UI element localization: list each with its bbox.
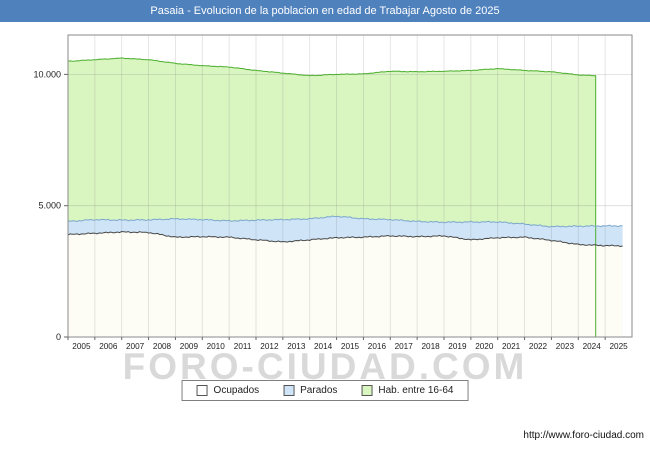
- legend-label-ocupados: Ocupados: [213, 385, 260, 396]
- legend-item-parados: Parados: [283, 385, 337, 396]
- svg-text:2016: 2016: [368, 342, 387, 351]
- svg-text:2006: 2006: [99, 342, 118, 351]
- svg-text:2018: 2018: [421, 342, 440, 351]
- svg-text:2020: 2020: [475, 342, 494, 351]
- legend-item-ocupados: Ocupados: [196, 385, 260, 396]
- svg-text:2019: 2019: [448, 342, 467, 351]
- legend-label-hab-16-64: Hab. entre 16-64: [378, 385, 454, 396]
- legend-label-parados: Parados: [300, 385, 338, 396]
- svg-text:2015: 2015: [341, 342, 360, 351]
- legend-swatch-parados: [283, 385, 295, 396]
- legend-swatch-ocupados: [196, 385, 208, 396]
- legend-swatch-hab-16-64: [361, 385, 373, 396]
- svg-text:2017: 2017: [395, 342, 414, 351]
- svg-text:2011: 2011: [234, 342, 252, 351]
- svg-text:2007: 2007: [126, 342, 145, 351]
- svg-text:2022: 2022: [529, 342, 548, 351]
- svg-text:2013: 2013: [287, 342, 306, 351]
- chart-legend: Ocupados Parados Hab. entre 16-64: [181, 380, 469, 401]
- chart-title: Pasaia - Evolucion de la poblacion en ed…: [150, 5, 500, 17]
- svg-text:2010: 2010: [207, 342, 226, 351]
- svg-text:10.000: 10.000: [33, 69, 61, 79]
- population-area-chart: 0 5.000 10.000 2005 2006 2007 2008 2009 2010 2011…: [33, 34, 633, 351]
- svg-text:2021: 2021: [502, 342, 521, 351]
- svg-text:0: 0: [56, 332, 61, 342]
- svg-text:2005: 2005: [72, 342, 91, 351]
- svg-text:5.000: 5.000: [38, 201, 61, 211]
- svg-text:2008: 2008: [153, 342, 172, 351]
- chart-title-bar: Pasaia - Evolucion de la poblacion en ed…: [0, 0, 650, 22]
- svg-text:2024: 2024: [583, 342, 602, 351]
- legend-item-hab-16-64: Hab. entre 16-64: [361, 385, 453, 396]
- svg-text:2012: 2012: [260, 342, 279, 351]
- svg-text:2014: 2014: [314, 342, 333, 351]
- svg-text:2023: 2023: [556, 342, 575, 351]
- svg-text:2009: 2009: [180, 342, 199, 351]
- svg-text:2025: 2025: [609, 342, 628, 351]
- footer-link[interactable]: http://www.foro-ciudad.com: [523, 430, 644, 441]
